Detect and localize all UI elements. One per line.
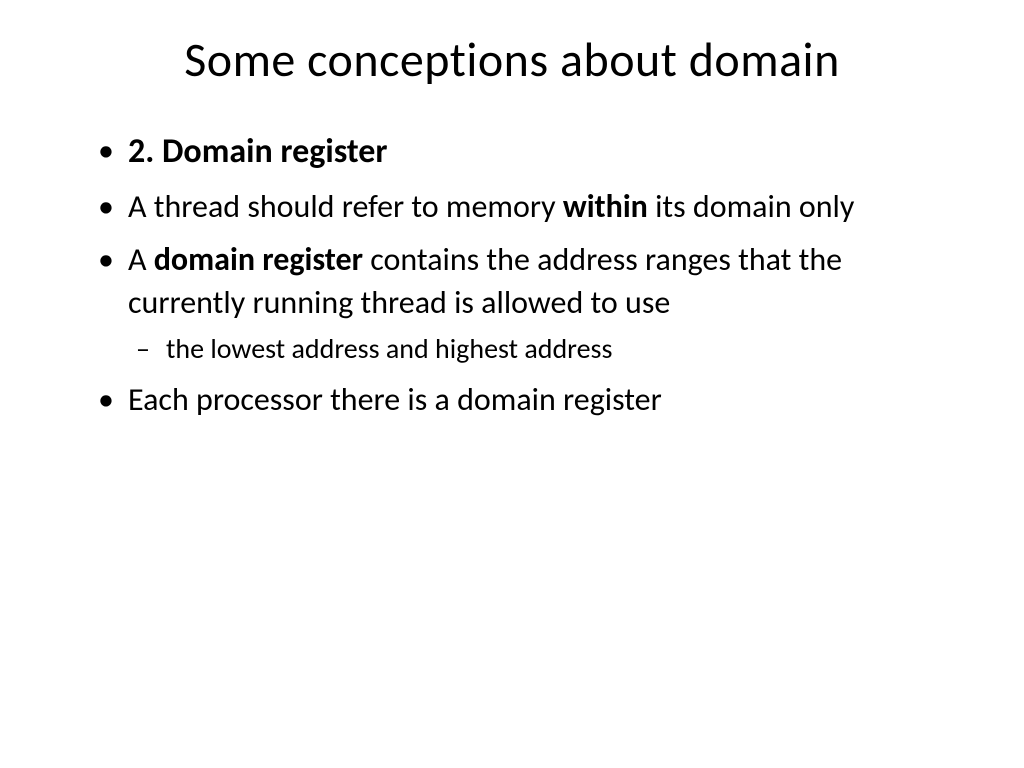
bullet-item-3: A domain register contains the address r… — [90, 238, 964, 368]
bullet-item-4: Each processor there is a domain registe… — [90, 378, 964, 421]
bullet-4-text: Each processor there is a domain registe… — [128, 380, 662, 419]
slide-content: 2. Domain register A thread should refer… — [60, 129, 964, 421]
bullet-3-pre: A — [128, 240, 154, 279]
bullet-list: 2. Domain register A thread should refer… — [90, 129, 964, 421]
bullet-item-1: 2. Domain register — [90, 129, 964, 175]
sub-bullet-list: the lowest address and highest address — [128, 330, 964, 368]
sub-bullet-text: the lowest address and highest address — [166, 331, 612, 366]
bullet-2-pre: A thread should refer to memory — [128, 187, 563, 226]
slide-title: Some conceptions about domain — [60, 30, 964, 89]
bullet-3-bold: domain register — [154, 240, 363, 279]
sub-bullet-item: the lowest address and highest address — [128, 330, 964, 368]
bullet-1-text: 2. Domain register — [128, 131, 387, 172]
bullet-2-post: its domain only — [648, 187, 855, 226]
bullet-2-bold: within — [563, 187, 648, 226]
bullet-item-2: A thread should refer to memory within i… — [90, 185, 964, 228]
